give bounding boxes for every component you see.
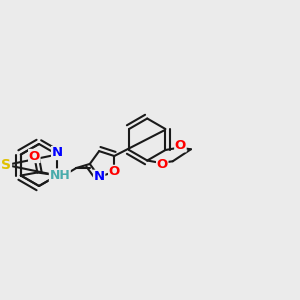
Text: N: N <box>52 146 63 160</box>
Text: O: O <box>109 165 120 178</box>
Text: NH: NH <box>50 169 70 182</box>
Text: N: N <box>94 170 105 183</box>
Text: O: O <box>157 158 168 171</box>
Text: O: O <box>29 149 40 163</box>
Text: O: O <box>175 139 186 152</box>
Text: N: N <box>52 170 63 184</box>
Text: S: S <box>2 158 11 172</box>
